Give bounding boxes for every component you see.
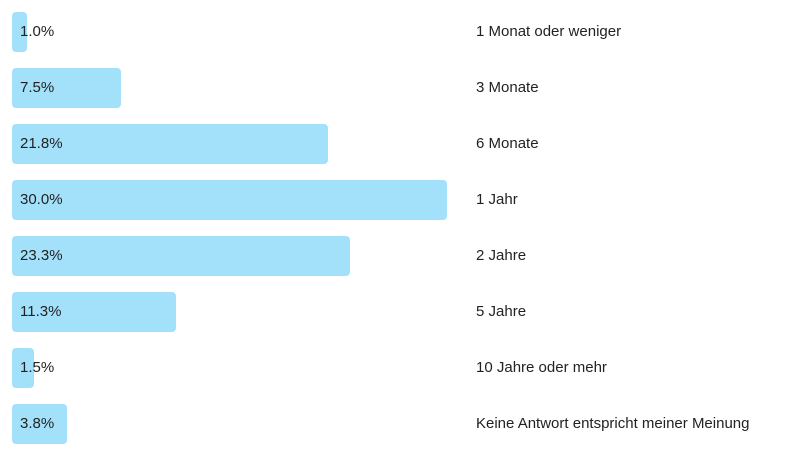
- bar: [12, 236, 350, 276]
- bar-value-label: 30.0%: [20, 191, 63, 208]
- bar-value-label: 1.5%: [20, 359, 55, 376]
- category-label: 6 Monate: [476, 135, 539, 152]
- bar: [12, 292, 176, 332]
- bar-value-label: 11.3%: [20, 303, 62, 320]
- category-label: 5 Jahre: [476, 303, 527, 320]
- category-label: Keine Antwort entspricht meiner Meinung: [476, 415, 750, 432]
- bar: [12, 68, 121, 108]
- category-label: 3 Monate: [476, 79, 539, 96]
- bar-value-label: 3.8%: [20, 415, 55, 432]
- bar-value-label: 21.8%: [20, 135, 63, 152]
- bar: [12, 12, 27, 52]
- bar-value-label: 23.3%: [20, 247, 63, 264]
- bar-value-label: 7.5%: [20, 79, 55, 96]
- category-label: 1 Jahr: [476, 191, 518, 208]
- bar: [12, 348, 34, 388]
- bar: [12, 404, 68, 444]
- category-label: 2 Jahre: [476, 247, 527, 264]
- bar: [12, 124, 329, 164]
- bar-value-label: 1.0%: [20, 23, 55, 40]
- category-label: 10 Jahre oder mehr: [476, 359, 607, 376]
- bar: [12, 180, 447, 220]
- category-label: 1 Monat oder weniger: [476, 23, 622, 40]
